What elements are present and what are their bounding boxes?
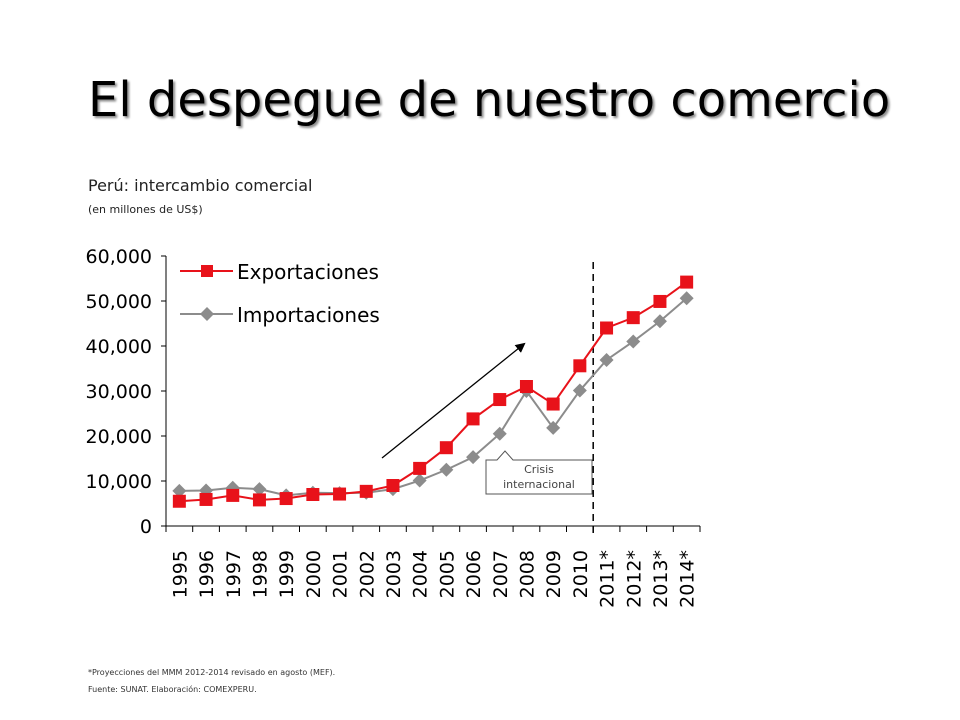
x-tick-label: 1997	[223, 550, 245, 598]
crisis-callout-line2: internacional	[503, 478, 575, 491]
slide-title: El despegue de nuestro comercio	[88, 72, 891, 128]
y-tick-label: 30,000	[86, 381, 152, 403]
point-importaciones	[626, 334, 641, 349]
chart-title: Perú: intercambio comercial	[88, 176, 313, 195]
point-importaciones	[546, 420, 561, 435]
point-exportaciones	[333, 487, 347, 501]
point-exportaciones	[573, 359, 587, 373]
crisis-callout-line1: Crisis	[524, 463, 554, 476]
point-exportaciones	[519, 380, 533, 393]
point-importaciones	[466, 450, 481, 465]
point-exportaciones	[466, 412, 480, 426]
point-exportaciones	[306, 488, 320, 501]
point-exportaciones	[226, 488, 240, 502]
point-importaciones	[412, 473, 427, 488]
point-exportaciones	[386, 479, 400, 492]
crisis-callout-box	[485, 450, 593, 495]
point-importaciones	[652, 314, 667, 329]
crisis-callout: Crisis internacional	[485, 450, 593, 495]
y-tick-label: 0	[140, 516, 152, 538]
x-tick-label: 2013*	[650, 550, 672, 608]
x-tick-label: 2011*	[597, 550, 619, 608]
point-exportaciones	[653, 294, 667, 308]
x-tick-label: 2012*	[623, 550, 645, 608]
y-tick-label: 20,000	[86, 426, 152, 448]
x-tick-label: 2000	[303, 550, 325, 598]
y-tick-label: 50,000	[86, 291, 152, 313]
x-tick-label: 2001	[330, 550, 352, 598]
point-exportaciones	[439, 441, 453, 455]
y-tick-label: 10,000	[86, 471, 152, 493]
y-tick-label: 40,000	[86, 336, 152, 358]
y-tick-label: 60,000	[86, 246, 152, 268]
source-note: Fuente: SUNAT. Elaboración: COMEXPERU.	[88, 685, 257, 694]
x-tick-label: 2010	[570, 550, 592, 598]
point-exportaciones	[413, 461, 427, 475]
growth-arrow	[381, 342, 526, 459]
x-tick-label: 2006	[463, 550, 485, 598]
x-tick-label: 2004	[410, 550, 432, 598]
series	[172, 275, 694, 508]
legend-exportaciones-marker	[201, 265, 213, 277]
growth-arrow-line	[381, 342, 526, 459]
legend-importaciones-marker	[200, 307, 214, 321]
point-exportaciones	[172, 494, 186, 508]
point-importaciones	[572, 383, 587, 398]
point-importaciones	[252, 482, 267, 497]
point-exportaciones	[600, 321, 614, 335]
series-exportaciones	[172, 275, 694, 508]
point-importaciones	[679, 291, 694, 306]
point-exportaciones	[546, 397, 560, 411]
x-tick-label: 2008	[516, 550, 538, 598]
legend-importaciones-label: Importaciones	[237, 303, 380, 327]
point-importaciones	[439, 462, 454, 477]
point-importaciones	[172, 483, 187, 498]
x-tick-label: 2014*	[677, 550, 699, 608]
point-importaciones	[492, 426, 507, 441]
point-exportaciones	[680, 275, 694, 289]
point-exportaciones	[626, 311, 640, 325]
axes	[165, 256, 700, 527]
legend-exportaciones-label: Exportaciones	[237, 260, 379, 284]
legend: Exportaciones Importaciones	[180, 260, 380, 327]
point-exportaciones	[493, 393, 507, 407]
x-axis-ticks: 1995 1996 1997 1998 1999 2000 2001 2002 2003 2004…	[165, 526, 701, 608]
point-exportaciones	[199, 492, 213, 506]
point-exportaciones	[359, 484, 373, 498]
x-tick-label: 1995	[169, 550, 191, 598]
y-axis-ticks: 0 10,000 20,000 30,000 40,000 50,000 60,000	[86, 246, 166, 538]
x-tick-label: 2002	[356, 550, 378, 598]
x-tick-label: 2003	[383, 550, 405, 598]
x-tick-label: 2009	[543, 550, 565, 598]
point-importaciones	[599, 352, 614, 367]
x-tick-label: 1998	[249, 550, 271, 598]
footnote: *Proyecciones del MMM 2012-2014 revisado…	[88, 668, 336, 677]
chart-subtitle: (en millones de US$)	[88, 203, 203, 216]
x-tick-label: 2005	[436, 550, 458, 598]
x-tick-label: 2007	[490, 550, 512, 598]
point-exportaciones	[252, 493, 266, 507]
x-tick-label: 1996	[196, 550, 218, 598]
x-tick-label: 1999	[276, 550, 298, 598]
point-exportaciones	[279, 492, 293, 506]
